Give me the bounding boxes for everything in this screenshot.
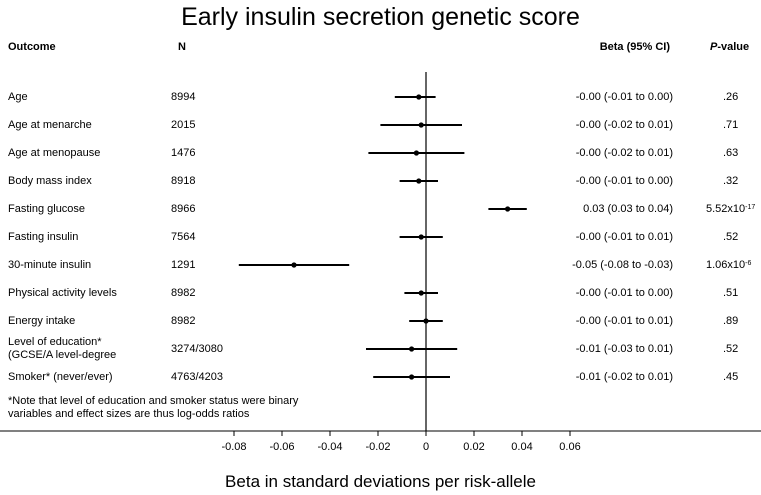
row-n: 8982 [171, 287, 196, 299]
row-beta-ci: 0.03 (0.03 to 0.04) [583, 203, 673, 215]
row-outcome: Age [8, 91, 28, 103]
row-beta-ci: -0.01 (-0.02 to 0.01) [575, 371, 673, 383]
row-p-value: .45 [723, 371, 739, 383]
row-n: 8994 [171, 91, 196, 103]
row-beta-ci: -0.05 (-0.08 to -0.03) [572, 259, 673, 271]
point-estimate [418, 290, 424, 296]
header-p-value: P-value [710, 41, 749, 53]
x-tick-label: -0.02 [365, 441, 390, 453]
row-n: 2015 [171, 119, 196, 131]
header-outcome: Outcome [8, 41, 56, 53]
row-n: 1476 [171, 147, 196, 159]
point-estimate [291, 262, 297, 268]
row-p-value: 5.52x10-17 [706, 203, 756, 215]
x-tick-label: -0.04 [317, 441, 342, 453]
point-estimate [505, 206, 511, 212]
row-p-value: 1.06x10-6 [706, 259, 752, 271]
row-beta-ci: -0.00 (-0.01 to 0.01) [575, 315, 673, 327]
header-beta: Beta (95% CI) [599, 41, 670, 53]
row-outcome: Age at menopause [8, 147, 101, 159]
row-n: 1291 [171, 259, 196, 271]
row-p-value: .51 [723, 287, 739, 299]
point-estimate [413, 150, 419, 156]
x-tick-label: 0.06 [559, 441, 580, 453]
row-outcome: Level of education* (GCSE/A level-degree [8, 336, 117, 361]
row-beta-ci: -0.01 (-0.03 to 0.01) [575, 343, 673, 355]
row-p-value: .32 [723, 175, 739, 187]
x-tick-label: 0 [423, 441, 429, 453]
row-p-value: .89 [723, 315, 739, 327]
header-n: N [178, 41, 186, 53]
row-p-value: .63 [723, 147, 739, 159]
x-tick-label: 0.02 [463, 441, 484, 453]
point-estimate [418, 234, 424, 240]
row-n: 3274/3080 [171, 343, 223, 355]
chart-title: Early insulin secretion genetic score [181, 3, 580, 31]
row-n: 8918 [171, 175, 196, 187]
row-p-value: .71 [723, 119, 739, 131]
row-p-value: .52 [723, 231, 739, 243]
point-estimate [418, 122, 424, 128]
row-p-value: .26 [723, 91, 739, 103]
point-estimate [409, 374, 415, 380]
row-p-value: .52 [723, 343, 739, 355]
header-p-letter: P [710, 41, 718, 53]
x-axis-label: Beta in standard deviations per risk-all… [225, 472, 536, 491]
row-beta-ci: -0.00 (-0.02 to 0.01) [575, 147, 673, 159]
row-outcome: Body mass index [8, 175, 92, 187]
row-outcome: Age at menarche [8, 119, 92, 131]
row-outcome: Smoker* (never/ever) [8, 371, 113, 383]
x-tick-label: 0.04 [511, 441, 532, 453]
row-n: 8966 [171, 203, 196, 215]
row-beta-ci: -0.00 (-0.01 to 0.00) [575, 91, 673, 103]
x-tick-label: -0.06 [269, 441, 294, 453]
row-n: 8982 [171, 315, 196, 327]
row-beta-ci: -0.00 (-0.02 to 0.01) [575, 119, 673, 131]
row-outcome: Physical activity levels [8, 287, 117, 299]
row-n: 7564 [171, 231, 196, 243]
row-outcome: Fasting glucose [8, 203, 86, 215]
row-outcome: 30-minute insulin [8, 259, 92, 271]
row-outcome: Energy intake [8, 315, 76, 327]
row-beta-ci: -0.00 (-0.01 to 0.00) [575, 175, 673, 187]
footnote: *Note that level of education and smoker… [8, 395, 299, 420]
row-beta-ci: -0.00 (-0.01 to 0.01) [575, 231, 673, 243]
row-n: 4763/4203 [171, 371, 223, 383]
row-beta-ci: -0.00 (-0.01 to 0.00) [575, 287, 673, 299]
point-estimate [409, 346, 415, 352]
row-outcome: Fasting insulin [8, 231, 79, 243]
point-estimate [416, 94, 422, 100]
x-tick-label: -0.08 [221, 441, 246, 453]
header-p-suffix: -value [717, 41, 750, 53]
point-estimate [416, 178, 422, 184]
point-estimate [423, 318, 429, 324]
